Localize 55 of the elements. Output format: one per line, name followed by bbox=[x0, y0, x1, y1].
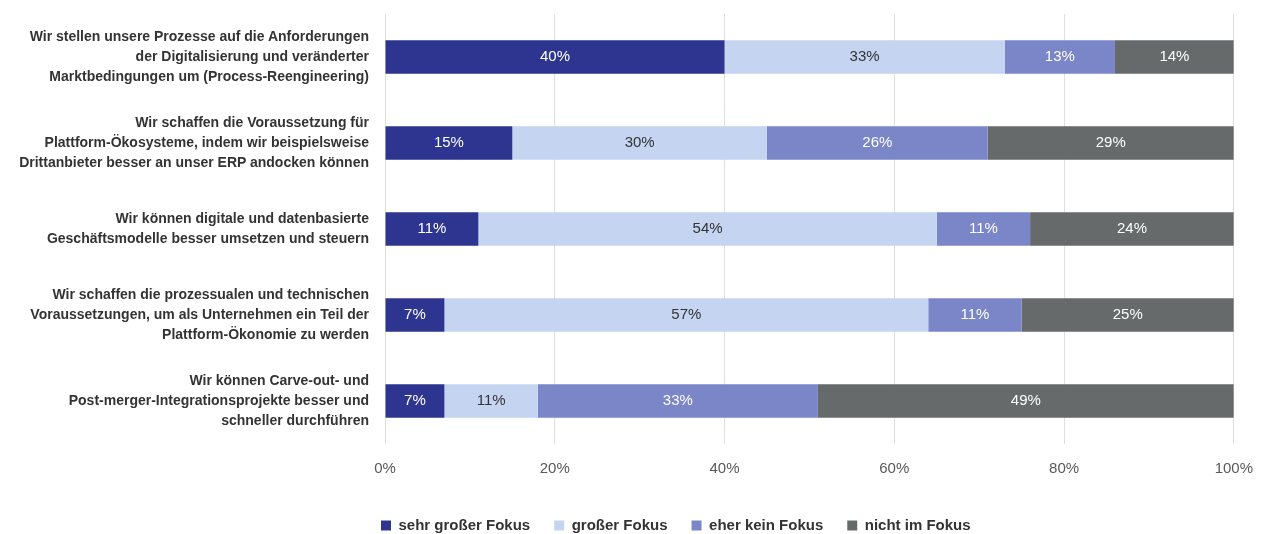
data-label: 30% bbox=[624, 133, 655, 151]
data-label: 33% bbox=[849, 47, 880, 65]
x-tick-label: 20% bbox=[539, 459, 570, 477]
bar bbox=[1021, 298, 1234, 332]
y-tick-label: Wir stellen unsere Prozesse auf die Anforderungen der Digitalisierung und veränderter Marktbedingungen um (Process-Reengineering) bbox=[29, 27, 370, 84]
legend-label: sehr großer Fokus bbox=[398, 515, 531, 533]
data-label: 26% bbox=[862, 133, 893, 151]
bar bbox=[512, 126, 767, 160]
data-label: 40% bbox=[540, 47, 571, 65]
x-tick-label: 40% bbox=[709, 459, 740, 477]
data-label: 13% bbox=[1044, 47, 1075, 65]
data-label: 49% bbox=[1010, 391, 1041, 409]
data-label: 11% bbox=[968, 219, 998, 237]
bar bbox=[817, 384, 1234, 418]
bar bbox=[478, 212, 937, 246]
data-label: 15% bbox=[433, 133, 464, 151]
data-label: 33% bbox=[662, 391, 693, 409]
bar bbox=[928, 298, 1022, 332]
bar bbox=[987, 126, 1234, 160]
bar bbox=[385, 40, 725, 74]
x-tick-label: 0% bbox=[374, 459, 396, 477]
bar bbox=[385, 212, 479, 246]
bar bbox=[1030, 212, 1234, 246]
data-label: 25% bbox=[1112, 305, 1143, 323]
y-tick-label: Wir schaffen die prozessualen und technischen Voraussetzungen, um als Unternehmen ein Teil der Plattform-Ökonomie zu werden bbox=[30, 285, 370, 342]
bar bbox=[444, 384, 538, 418]
bar bbox=[444, 298, 929, 332]
data-label: 11% bbox=[960, 305, 990, 323]
bar bbox=[1004, 40, 1115, 74]
bar bbox=[537, 384, 818, 418]
data-label: 7% bbox=[404, 391, 426, 409]
x-tick-label: 80% bbox=[1049, 459, 1080, 477]
x-tick-label: 100% bbox=[1214, 459, 1254, 477]
bar bbox=[766, 126, 988, 160]
bar bbox=[385, 384, 445, 418]
y-tick-label: Wir können Carve-out- und Post-merger-Integrationsprojekte besser und schneller durchführen bbox=[68, 371, 369, 428]
data-label: 57% bbox=[671, 305, 702, 323]
data-label: 7% bbox=[404, 305, 426, 323]
legend-label: nicht im Fokus bbox=[864, 515, 971, 533]
legend-label: großer Fokus bbox=[571, 515, 668, 533]
data-label: 24% bbox=[1116, 219, 1147, 237]
bar bbox=[385, 126, 513, 160]
bar bbox=[1114, 40, 1234, 74]
data-label: 54% bbox=[692, 219, 723, 237]
y-tick-label: Wir können digitale und datenbasierte Geschäftsmodelle besser umsetzen und steuern bbox=[46, 209, 370, 246]
data-label: 11% bbox=[476, 391, 506, 409]
x-tick-label: 60% bbox=[879, 459, 910, 477]
y-tick-label: Wir schaffen die Voraussetzung für Plattform-Ökosysteme, indem wir beispielsweise Drittanbieter besser an unser ERP andocken können bbox=[19, 113, 370, 170]
bar bbox=[385, 298, 445, 332]
bar bbox=[936, 212, 1031, 246]
bar bbox=[724, 40, 1005, 74]
legend-label: eher kein Fokus bbox=[709, 515, 824, 533]
data-label: 14% bbox=[1159, 47, 1190, 65]
data-label: 11% bbox=[417, 219, 447, 237]
data-label: 29% bbox=[1095, 133, 1126, 151]
